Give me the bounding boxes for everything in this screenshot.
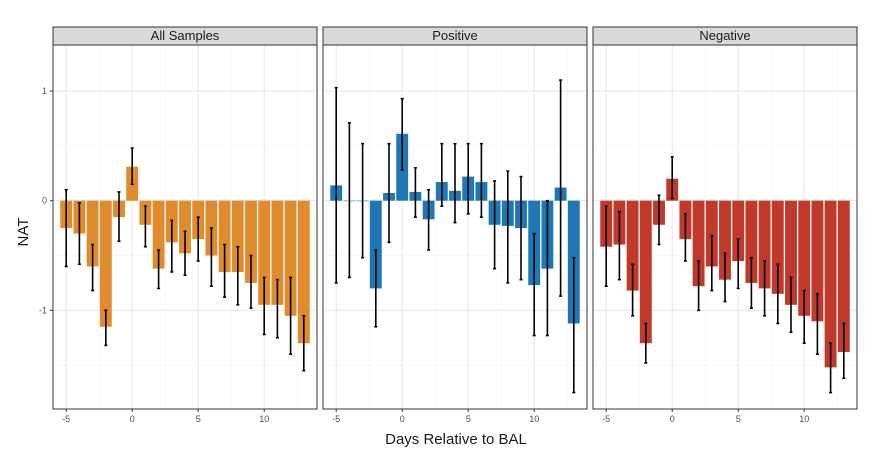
bar [86, 200, 99, 267]
x-tick-label: 0 [670, 414, 675, 424]
x-tick-label: -5 [332, 414, 340, 424]
bar [837, 200, 850, 352]
x-tick-label: 5 [196, 414, 201, 424]
panel-positive: Positive -5 0 5 10 [322, 26, 588, 424]
bar [719, 200, 731, 280]
y-tick-label: -1 [39, 305, 47, 315]
x-axis-title: Days Relative to BAL [385, 431, 527, 448]
bar [692, 200, 705, 287]
x-tick-label: -5 [602, 414, 610, 424]
x-tick-label: 0 [130, 414, 135, 424]
x-tick-label: 10 [799, 414, 809, 424]
bar [297, 200, 310, 344]
bar [369, 200, 382, 289]
panel-title: Positive [432, 28, 478, 43]
bar [271, 200, 284, 305]
x-tick-label: 0 [400, 414, 405, 424]
x-tick-label: 5 [466, 414, 471, 424]
bar [284, 200, 297, 316]
panel-negative: Negative -5 0 5 10 [592, 26, 858, 424]
x-tick-label: 10 [529, 414, 539, 424]
bar [99, 200, 112, 327]
panel-border [322, 44, 588, 410]
y-axis-title: NAT [15, 218, 32, 247]
y-tick-label: 1 [42, 86, 47, 96]
panel-all-samples: All Samples -5 0 5 10 [52, 26, 318, 424]
bar [705, 200, 718, 267]
bar [732, 200, 745, 261]
x-tick-label: 10 [259, 414, 269, 424]
bar [745, 200, 758, 283]
bar [179, 200, 191, 254]
panel-title: Negative [699, 28, 750, 43]
bar [811, 200, 824, 322]
panel-border [52, 44, 318, 410]
bar [231, 200, 244, 272]
bar [245, 200, 257, 283]
bar [771, 200, 784, 294]
x-tick-label: 5 [736, 414, 741, 424]
bar [152, 200, 165, 269]
panel-title: All Samples [151, 28, 220, 43]
panel-border [592, 44, 858, 410]
bar [798, 200, 811, 316]
bar [758, 200, 771, 289]
bar [218, 200, 231, 272]
bar [626, 200, 639, 291]
bar [785, 200, 797, 305]
x-tick-label: -5 [62, 414, 70, 424]
bar [639, 200, 652, 344]
bar [258, 200, 271, 305]
bar [824, 200, 837, 368]
y-tick-label: 0 [42, 196, 47, 206]
